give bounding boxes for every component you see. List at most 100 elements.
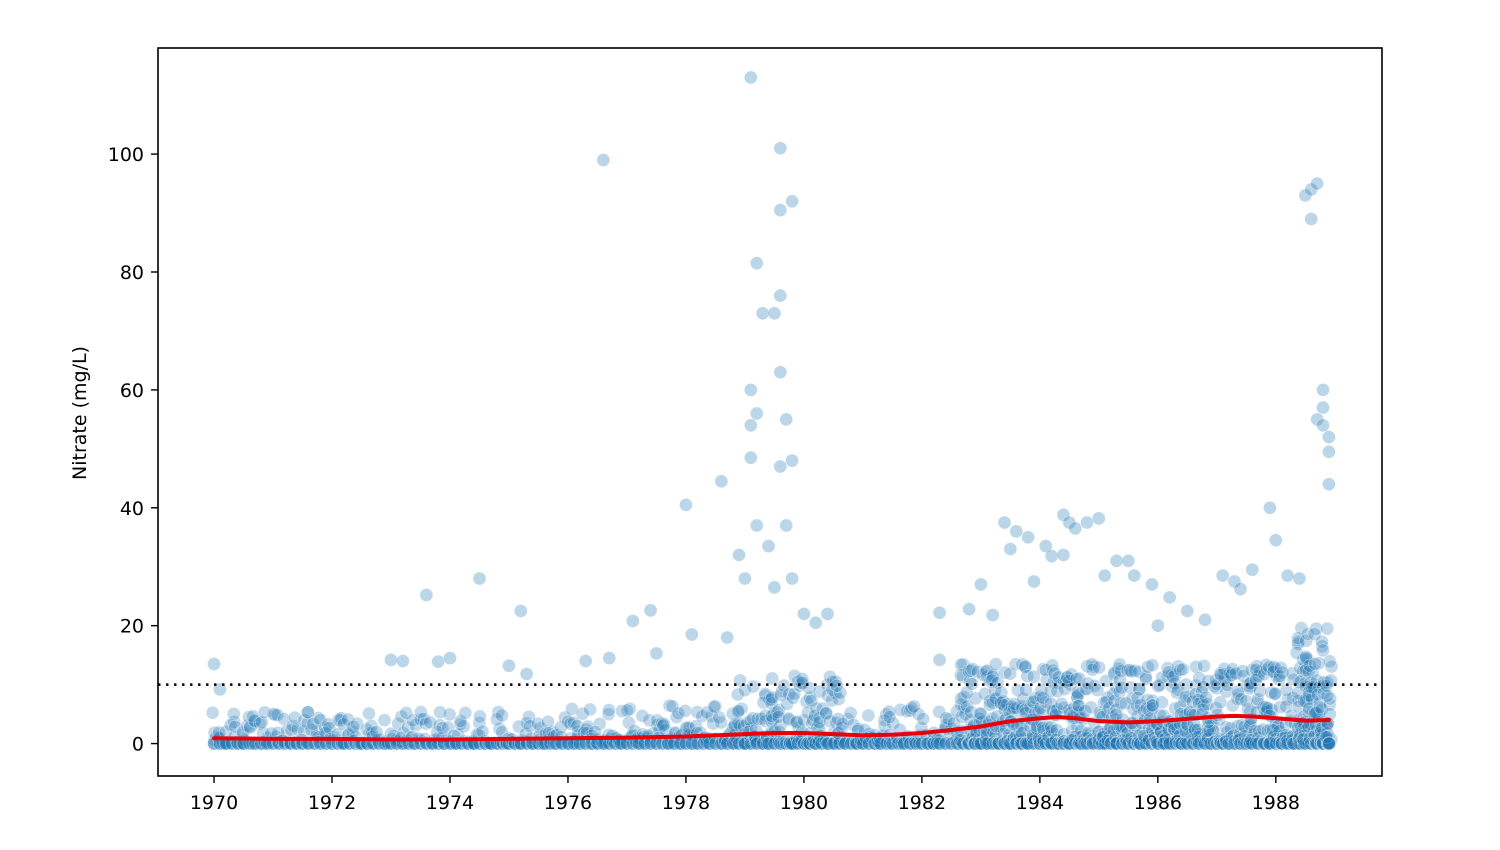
data-point [833,685,848,700]
outlier-point [773,141,788,156]
data-point [1078,682,1093,696]
data-point [989,657,1003,671]
outlier-point [419,588,434,602]
data-point [1291,637,1305,651]
data-point [1268,686,1282,701]
data-point [907,699,921,714]
outlier-point [384,653,398,667]
outlier-point [785,571,799,586]
data-point [1168,667,1183,682]
data-point [965,677,979,691]
y-tick-label: 60 [120,380,144,402]
data-point [1155,695,1169,710]
data-point [512,719,526,734]
outlier-point [1316,383,1330,397]
y-tick-label: 0 [132,734,144,756]
data-point [414,705,428,719]
data-point [1145,698,1160,713]
data-point [304,722,319,737]
trend-line [212,713,1331,742]
data-point [1315,634,1329,649]
data-point [205,705,220,720]
data-point [1199,690,1213,705]
x-tick-label: 1974 [426,792,474,814]
outlier-point [643,603,658,618]
outlier-point [513,604,528,618]
outlier-point [1162,590,1177,605]
outlier-point [785,194,799,209]
outlier-point [1198,612,1212,627]
data-point [731,705,745,719]
data-point [270,708,285,722]
outlier-point [749,406,764,421]
data-point [1234,692,1248,707]
data-point [288,710,302,725]
data-point [656,718,670,733]
data-point [1236,669,1251,683]
data-point [435,721,450,735]
outlier-point [1003,542,1018,556]
y-tick-label: 80 [120,262,144,284]
data-point [794,676,809,690]
outlier-point [738,571,752,586]
outlier-point [755,306,770,321]
data-point [994,696,1008,711]
data-point [561,714,575,729]
outlier-point [1145,577,1159,592]
scatter-points [205,70,1339,751]
outlier-point [1027,574,1041,589]
data-point [495,708,509,723]
outlier-point [649,646,664,661]
outlier-point [1322,477,1336,492]
data-point [453,714,468,728]
data-point [1320,688,1335,703]
outlier-point [602,651,617,665]
data-point [916,712,930,726]
data-point [602,703,616,717]
data-point [1309,621,1323,636]
data-point [622,701,637,716]
outlier-point [1292,571,1307,586]
data-point [1050,684,1065,699]
data-point [1249,662,1263,677]
data-point [1151,679,1165,693]
data-point [1268,662,1283,676]
data-point [1019,683,1033,697]
data-point [795,672,810,686]
x-tick-label: 1978 [662,792,710,814]
data-point [1047,666,1062,681]
data-point [825,682,840,697]
data-point [657,717,671,732]
data-point [1139,672,1153,686]
data-point [1300,627,1315,641]
data-point [635,709,650,723]
plot-frame [157,47,1383,777]
outlier-point [767,306,782,321]
data-point [297,713,312,728]
data-point [622,715,636,730]
data-point [601,707,616,722]
outlier-point [1263,500,1277,515]
data-point [731,704,746,718]
outlier-point [1121,554,1136,568]
outlier-point [744,383,758,397]
outlier-point [1245,562,1260,577]
data-point [1274,660,1288,675]
outlier-point [779,412,794,427]
outlier-point [720,630,735,645]
outlier-point [502,658,516,673]
outlier-point [519,667,534,681]
outlier-point [443,651,457,665]
data-point [1007,697,1022,711]
data-point [1058,682,1072,696]
outlier-point [1021,530,1035,545]
data-point [1308,657,1322,671]
data-point [904,701,919,715]
outlier-point [1056,548,1071,562]
x-tick-label: 1988 [1252,792,1300,814]
data-point [1119,696,1133,711]
y-tick-label: 100 [108,144,144,166]
outlier-point [1044,549,1059,563]
data-point [1197,659,1211,673]
outlier-point [997,515,1012,530]
